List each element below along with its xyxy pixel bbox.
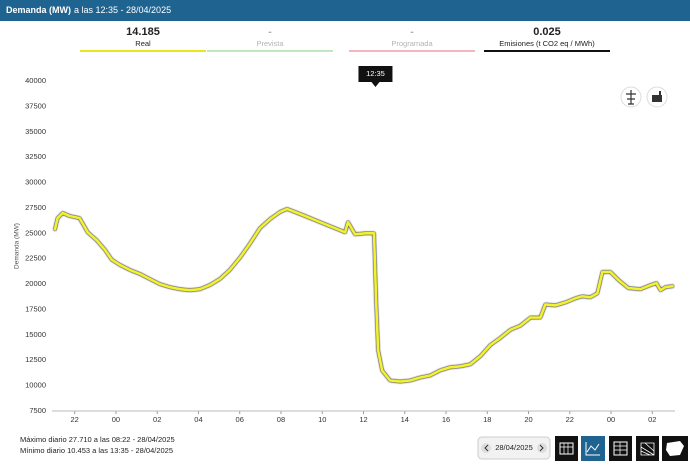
x-tick-label: 12 <box>359 415 367 424</box>
y-tick-label: 15000 <box>25 330 46 339</box>
kpi-value: 14.185 <box>126 26 160 38</box>
y-tick-label: 22500 <box>25 254 46 263</box>
view-button[interactable] <box>662 436 688 461</box>
y-tick-label: 27500 <box>25 203 46 212</box>
y-tick-label: 40000 <box>25 76 46 85</box>
header-subtitle: a las 12:35 - 28/04/2025 <box>74 5 171 15</box>
kpi-value: - <box>268 26 272 38</box>
date-picker[interactable]: 28/04/2025 <box>477 436 551 460</box>
tooltip-text: 12:35 <box>366 69 385 78</box>
icon-button[interactable] <box>620 86 642 108</box>
x-tick-label: 00 <box>112 415 120 424</box>
view-button[interactable] <box>636 436 659 461</box>
x-tick-label: 22 <box>71 415 79 424</box>
kpi-value: 0.025 <box>533 26 561 38</box>
header-bar <box>0 0 690 21</box>
x-tick-label: 22 <box>566 415 574 424</box>
header: Demanda (MW) a las 12:35 - 28/04/2025 <box>6 5 171 15</box>
x-tick-label: 16 <box>442 415 450 424</box>
icon-button[interactable] <box>646 86 668 108</box>
y-tick-label: 35000 <box>25 127 46 136</box>
header-title: Demanda (MW) <box>6 5 71 15</box>
view-button[interactable] <box>609 436 632 461</box>
y-tick-label: 25000 <box>25 228 46 237</box>
y-tick-label: 17500 <box>25 304 46 313</box>
date: 28/04/2025 <box>495 443 533 452</box>
x-tick-label: 18 <box>483 415 491 424</box>
view-button[interactable] <box>581 436 605 461</box>
y-tick-label: 7500 <box>29 406 46 415</box>
line <box>53 207 674 383</box>
x-tick-label: 14 <box>401 415 409 424</box>
x-tick-label: 20 <box>524 415 532 424</box>
y-tick-label: 20000 <box>25 279 46 288</box>
x-tick-label: 00 <box>607 415 615 424</box>
kpi-label: Prevista <box>256 39 284 48</box>
kpi-label: Programada <box>391 39 433 48</box>
x-tick-label: 10 <box>318 415 326 424</box>
y-tick-label: 30000 <box>25 178 46 187</box>
kpi-value: - <box>410 26 414 38</box>
tooltip-box <box>358 66 393 87</box>
x-tick-label: 02 <box>153 415 161 424</box>
footer-max: Máximo diario 27.710 a las 08:22 - 28/04… <box>20 435 175 444</box>
y-tick-label: 37500 <box>25 101 46 110</box>
x-tick-label: 02 <box>648 415 656 424</box>
y-tick-label: 10000 <box>25 381 46 390</box>
y-tick-label: 12500 <box>25 355 46 364</box>
view-button[interactable] <box>555 436 578 461</box>
x-tick-label: 04 <box>194 415 202 424</box>
y-tick-label: 32500 <box>25 152 46 161</box>
x-tick-label: 08 <box>277 415 285 424</box>
y-axis-label: Demanda (MW) <box>14 223 21 269</box>
kpi-label: Real <box>135 39 151 48</box>
kpi-label: Emisiones (t CO2 eq / MWh) <box>499 39 595 48</box>
footer-min: Mínimo diario 10.453 a las 13:35 - 28/04… <box>20 446 173 455</box>
x-tick-label: 06 <box>236 415 244 424</box>
